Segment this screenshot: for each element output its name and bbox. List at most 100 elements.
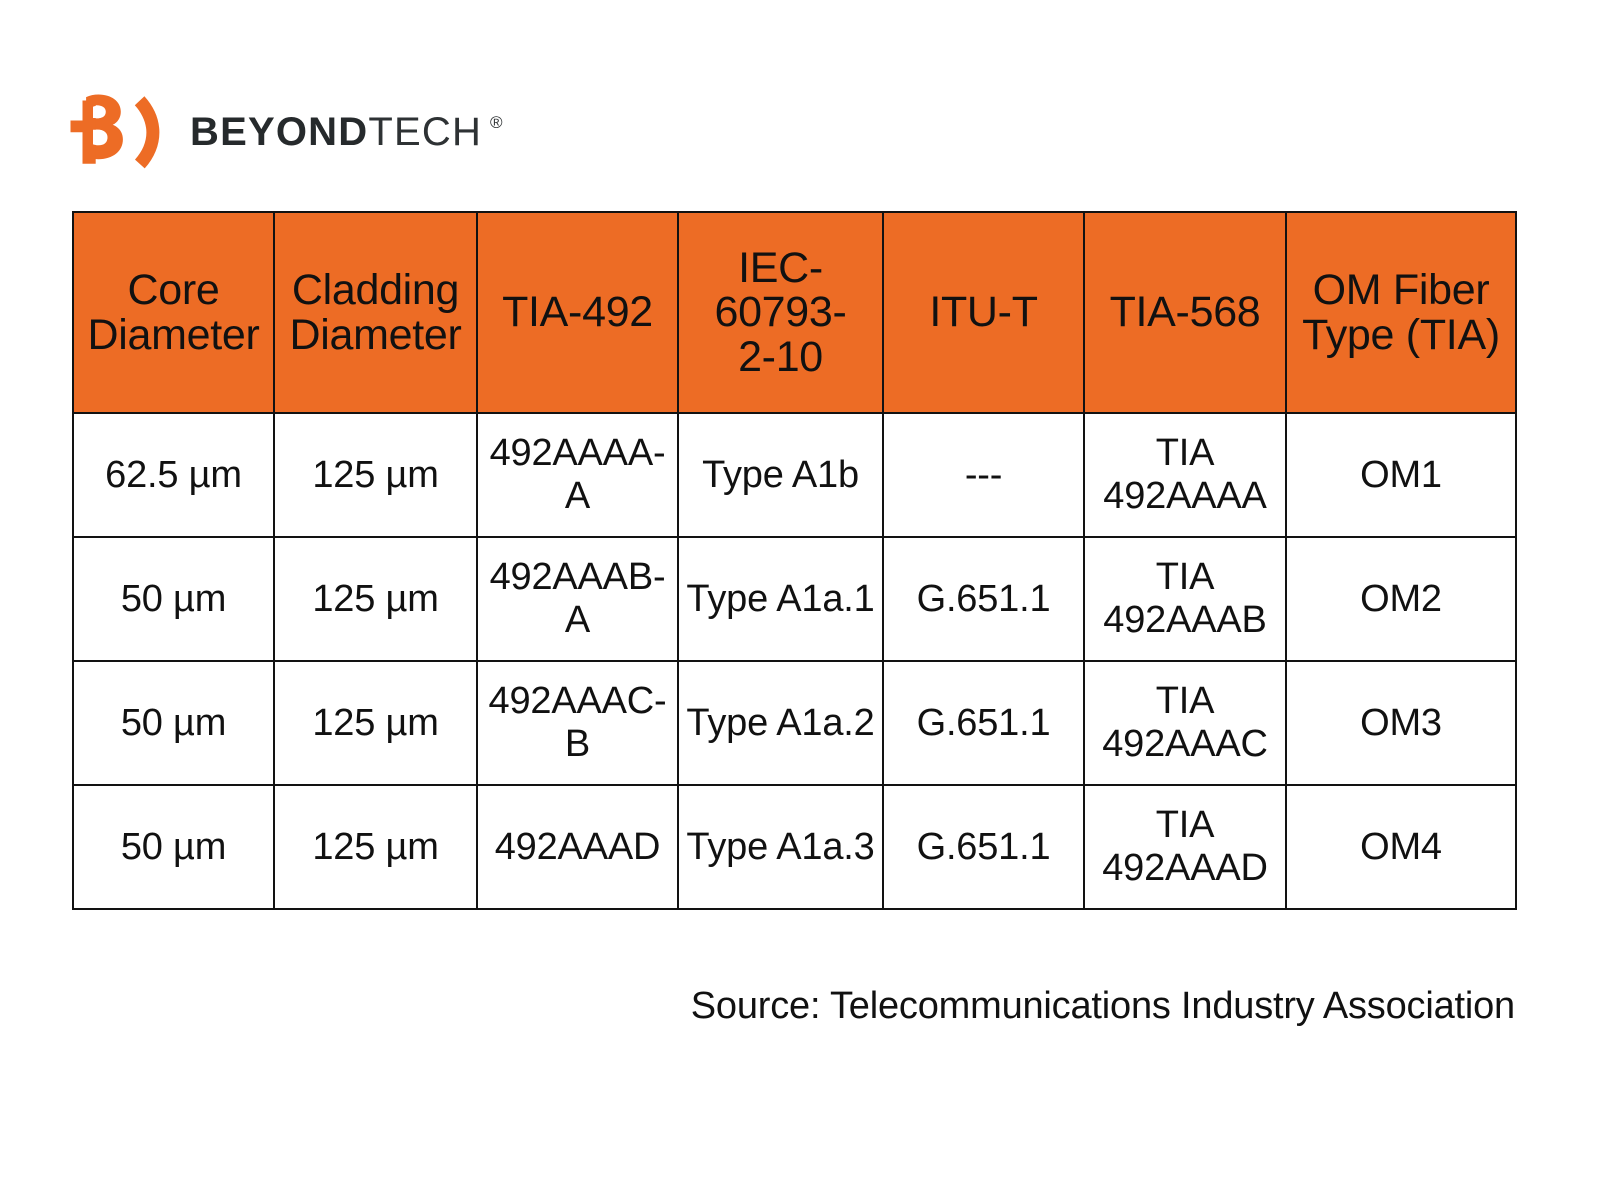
cell-line: 492AAAB-A [489,556,666,641]
cell-iec-60793-2-10: Type A1a.3 [677,784,884,910]
column-header-cladding-diameter-lines: Cladding Diameter [279,268,472,357]
cell-line: 50 µm [120,701,227,744]
cell-om-fiber-type: OM3 [1285,660,1517,786]
cell-tia-568: TIA 492AAAB [1083,536,1287,662]
cell-tia-492: 492AAAA-A [476,412,679,538]
header-line: 2-10 [738,332,823,381]
brand-name-light: TECH [368,110,483,154]
cell-line: 492AAAA [1103,475,1267,517]
cell-core-diameter: 62.5 µm [72,412,275,538]
cell-line: TIA [1155,680,1215,723]
cell-line: OM2 [1360,577,1442,620]
cell-tia-568: TIA 492AAAD [1083,784,1287,910]
cell-line: 492AAAC [1102,723,1268,765]
cell-cladding-diameter: 125 µm [273,660,478,786]
table-header-row: Core Diameter Cladding Diameter TIA-492 [72,211,1517,414]
cell-tia-492: 492AAAC-B [476,660,679,786]
cell-line: TIA [1155,556,1215,599]
cell-itu-t: --- [882,412,1085,538]
cell-core-diameter: 50 µm [72,660,275,786]
cell-om-fiber-type: OM4 [1285,784,1517,910]
column-header-tia-492: TIA-492 [476,211,679,414]
cell-itu-t: G.651.1 [882,784,1085,910]
table-body: 62.5 µm 125 µm 492AAAA-A Type A1b --- TI… [72,412,1517,910]
cell-line: Type A1a.2 [686,701,875,744]
cell-line: Type A1a.3 [686,825,875,868]
cell-tia-492: 492AAAB-A [476,536,679,662]
column-header-iec-lines: IEC- 60793- 2-10 [683,246,878,379]
brand-logo: BEYOND TECH ® [68,92,503,172]
cell-line: TIA [1155,432,1215,475]
column-header-core-diameter: Core Diameter [72,211,275,414]
column-header-om-fiber-type: OM Fiber Type (TIA) [1285,211,1517,414]
brand-wordmark: BEYOND TECH ® [190,112,503,152]
cell-line: Type A1a.1 [686,577,875,620]
column-header-core-diameter-lines: Core Diameter [78,268,269,357]
header-line: ITU-T [929,288,1038,337]
header-line: TIA-568 [1109,288,1261,337]
column-header-tia-492-lines: TIA-492 [482,288,673,337]
cell-tia-568: TIA 492AAAC [1083,660,1287,786]
column-header-itu-t: ITU-T [882,211,1085,414]
cell-line: TIA [1155,804,1215,847]
cell-core-diameter: 50 µm [72,536,275,662]
header-line: Core [127,266,220,315]
column-header-tia-568: TIA-568 [1083,211,1287,414]
brand-name-bold: BEYOND [190,110,369,154]
cell-tia-568: TIA 492AAAA [1083,412,1287,538]
cell-line: OM1 [1360,453,1442,496]
cell-om-fiber-type: OM2 [1285,536,1517,662]
column-header-om-fiber-type-lines: OM Fiber Type (TIA) [1291,268,1511,357]
cell-iec-60793-2-10: Type A1b [677,412,884,538]
cell-line: G.651.1 [916,701,1051,744]
cell-line: OM4 [1360,825,1442,868]
header-line: Type (TIA) [1302,310,1500,359]
cell-line: Type A1b [702,453,859,496]
column-header-iec-60793-2-10: IEC- 60793- 2-10 [677,211,884,414]
column-header-tia-568-lines: TIA-568 [1089,288,1281,337]
cell-cladding-diameter: 125 µm [273,784,478,910]
source-attribution: Source: Telecommunications Industry Asso… [690,985,1515,1027]
header-line: Diameter [87,310,260,359]
cell-line: 50 µm [120,577,227,620]
cell-tia-492: 492AAAD [476,784,679,910]
table-row: 50 µm 125 µm 492AAAD Type A1a.3 G.651.1 … [72,784,1517,910]
cell-line: G.651.1 [916,577,1051,620]
cell-line: 492AAAD [494,825,661,868]
cell-line: 62.5 µm [105,453,242,496]
cell-line: 125 µm [312,701,439,744]
cell-iec-60793-2-10: Type A1a.1 [677,536,884,662]
cell-line: --- [964,453,1003,496]
table-row: 50 µm 125 µm 492AAAB-A Type A1a.1 G.651.… [72,536,1517,662]
fiber-standards-table: Core Diameter Cladding Diameter TIA-492 [72,211,1517,910]
cell-line: G.651.1 [916,825,1051,868]
table-row: 50 µm 125 µm 492AAAC-B Type A1a.2 G.651.… [72,660,1517,786]
table-row: 62.5 µm 125 µm 492AAAA-A Type A1b --- TI… [72,412,1517,538]
cell-line: 492AAAB [1103,599,1267,641]
cell-line: 492AAAC-B [488,680,667,765]
cell-line: 492AAAD [1102,847,1268,889]
cell-line: 50 µm [120,825,227,868]
header-line: Cladding [291,266,460,315]
cell-line: 125 µm [312,453,439,496]
cell-cladding-diameter: 125 µm [273,536,478,662]
cell-itu-t: G.651.1 [882,536,1085,662]
column-header-cladding-diameter: Cladding Diameter [273,211,478,414]
cell-line: 492AAAA-A [489,432,666,517]
cell-om-fiber-type: OM1 [1285,412,1517,538]
cell-line: 125 µm [312,577,439,620]
header-line: Diameter [289,310,462,359]
cell-core-diameter: 50 µm [72,784,275,910]
header-line: 60793- [714,288,847,337]
beyondtech-b-signal-logo-icon [68,92,164,172]
header-line: OM Fiber [1312,266,1490,315]
cell-iec-60793-2-10: Type A1a.2 [677,660,884,786]
cell-line: OM3 [1360,701,1442,744]
cell-cladding-diameter: 125 µm [273,412,478,538]
header-line: TIA-492 [502,288,653,337]
registered-trademark-icon: ® [490,113,503,132]
table-header: Core Diameter Cladding Diameter TIA-492 [72,211,1517,414]
cell-itu-t: G.651.1 [882,660,1085,786]
column-header-itu-t-lines: ITU-T [888,288,1079,337]
